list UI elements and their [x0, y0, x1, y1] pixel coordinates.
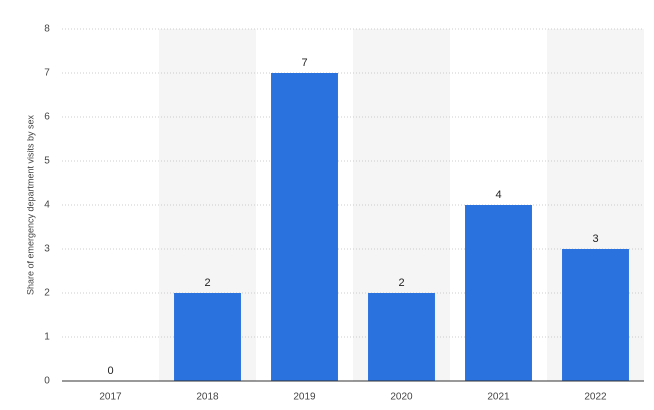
- y-tick-label: 4: [44, 200, 50, 211]
- x-tick-label: 2018: [196, 392, 219, 403]
- y-tick-label: 7: [44, 68, 50, 79]
- y-tick-label: 0: [44, 376, 50, 387]
- y-tick-label: 5: [44, 156, 50, 167]
- x-tick-label: 2019: [293, 392, 316, 403]
- y-tick-label: 3: [44, 244, 50, 255]
- y-tick-label: 6: [44, 112, 50, 123]
- bar: [562, 249, 629, 381]
- data-label: 2: [398, 277, 404, 289]
- bar: [174, 293, 241, 381]
- x-tick-label: 2020: [390, 392, 413, 403]
- data-label: 3: [592, 233, 598, 245]
- x-tick-label: 2021: [487, 392, 510, 403]
- data-label: 4: [495, 189, 501, 201]
- bar: [271, 73, 338, 381]
- data-label: 2: [204, 277, 210, 289]
- data-label: 7: [301, 57, 307, 69]
- y-tick-label: 2: [44, 288, 50, 299]
- y-axis-title: Share of emergency department visits by …: [25, 114, 35, 295]
- bar: [368, 293, 435, 381]
- x-tick-label: 2017: [99, 392, 122, 403]
- y-tick-label: 1: [44, 332, 50, 343]
- y-tick-label: 8: [44, 24, 50, 35]
- data-label: 0: [107, 365, 113, 377]
- x-tick-label: 2022: [584, 392, 607, 403]
- bar: [465, 205, 532, 381]
